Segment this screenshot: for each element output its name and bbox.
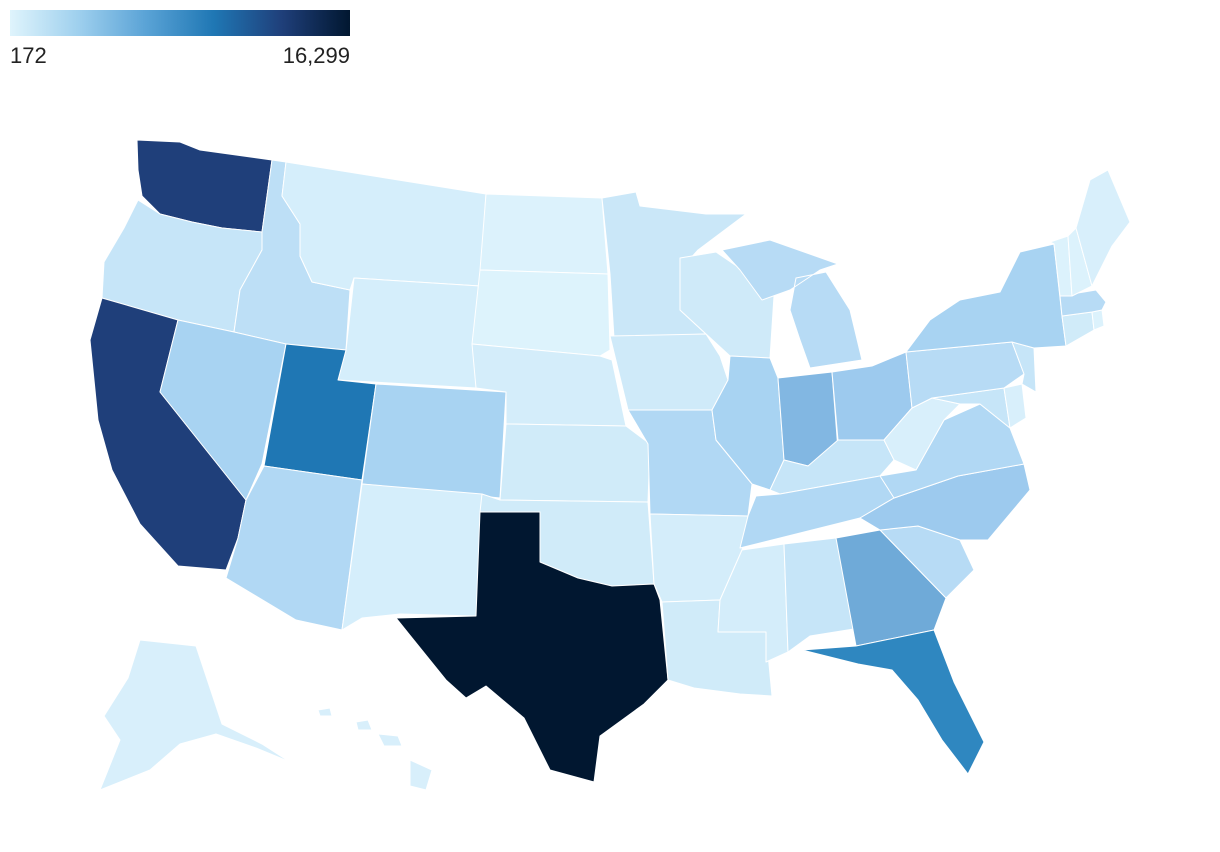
state-ga[interactable] — [835, 529, 947, 647]
state-wy[interactable] — [337, 277, 481, 389]
state-hi[interactable] — [317, 707, 433, 791]
state-ia[interactable] — [609, 333, 729, 411]
state-nm[interactable] — [341, 483, 483, 631]
state-ak[interactable] — [99, 639, 291, 791]
state-ny[interactable] — [905, 243, 1067, 353]
state-co[interactable] — [361, 383, 507, 499]
state-mi[interactable] — [721, 239, 863, 369]
state-vt[interactable] — [1049, 235, 1073, 297]
state-ri[interactable] — [1091, 309, 1105, 331]
legend-min-label: 172 — [10, 43, 47, 68]
state-il[interactable] — [711, 355, 785, 491]
state-ks[interactable] — [499, 423, 651, 503]
state-me[interactable] — [1075, 169, 1131, 287]
legend-max-label: 16,299 — [282, 43, 350, 68]
state-tx[interactable] — [395, 511, 669, 783]
legend-gradient-bar — [10, 10, 350, 36]
color-legend: 172 16,299 — [10, 10, 350, 73]
state-sd[interactable] — [471, 269, 611, 357]
state-ct[interactable] — [1061, 311, 1095, 347]
state-mt[interactable] — [281, 161, 487, 291]
state-nv[interactable] — [159, 319, 287, 501]
state-fl[interactable] — [801, 629, 985, 775]
state-de[interactable] — [1003, 383, 1027, 429]
state-nd[interactable] — [479, 193, 609, 275]
